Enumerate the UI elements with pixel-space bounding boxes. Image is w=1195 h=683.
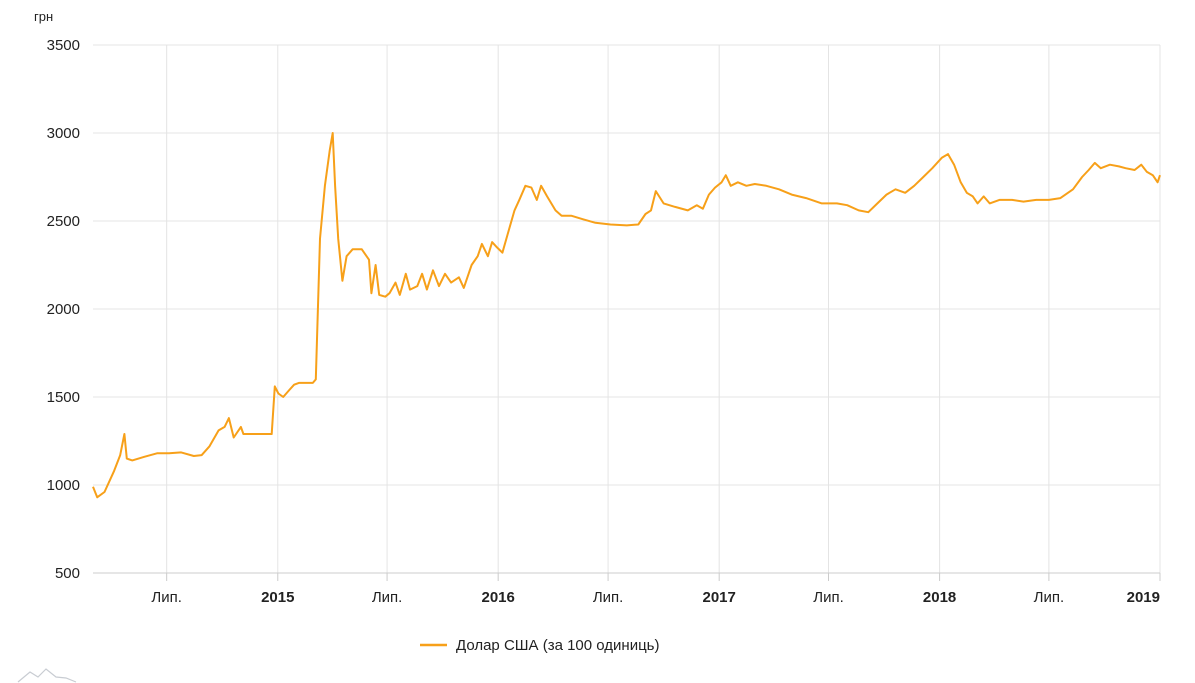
- x-tick-label: Лип.: [813, 589, 844, 606]
- x-tick-label: 2015: [261, 589, 294, 606]
- x-tick-label: 2019: [1127, 589, 1160, 606]
- y-tick-label: 3500: [47, 37, 80, 54]
- series-line-0[interactable]: [92, 132, 1161, 499]
- series-layer: [92, 132, 1161, 499]
- x-tick-label: Лип.: [372, 589, 403, 606]
- y-tick-label: 1500: [47, 389, 80, 406]
- y-axis-ticks: 500 1000 1500 2000 2500 3000 3500: [47, 37, 80, 582]
- x-tick-label: 2017: [703, 589, 736, 606]
- x-tick-label: 2016: [481, 589, 514, 606]
- x-axis-ticks: Лип. 2015 Лип. 2016 Лип. 2017 Лип. 2018 Лип. 2019: [151, 589, 1160, 606]
- y-axis-unit: грн: [34, 9, 53, 24]
- x-tick-label: 2018: [923, 589, 956, 606]
- y-tick-label: 1000: [47, 477, 80, 494]
- y-tick-label: 2500: [47, 213, 80, 230]
- y-tick-label: 500: [55, 565, 80, 582]
- legend[interactable]: Долар США (за 100 одиниць): [420, 637, 659, 654]
- chart-grid: [93, 44, 1161, 581]
- x-tick-label: Лип.: [1034, 589, 1065, 606]
- y-tick-label: 3000: [47, 125, 80, 142]
- navigator-thumbnail-icon[interactable]: [17, 668, 77, 683]
- y-tick-label: 2000: [47, 301, 80, 318]
- x-tick-label: Лип.: [151, 589, 182, 606]
- legend-label: Долар США (за 100 одиниць): [456, 637, 659, 654]
- x-tick-label: Лип.: [593, 589, 624, 606]
